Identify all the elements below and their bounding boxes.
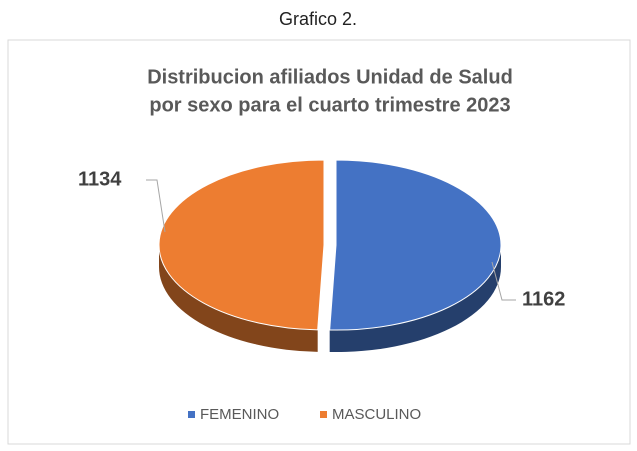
- data-label: 1162: [522, 288, 565, 310]
- slice: [329, 159, 502, 331]
- slice: [158, 159, 325, 331]
- chart-title: por sexo para el cuarto trimestre 2023: [149, 94, 510, 116]
- leader-line: [146, 179, 166, 233]
- slice-side: [159, 244, 318, 352]
- chart-title: Distribucion afiliados Unidad de Salud: [147, 66, 513, 88]
- leader-line: [491, 261, 516, 301]
- legend-swatch: [188, 411, 195, 418]
- caption: Grafico 2.: [279, 9, 357, 29]
- legend-label: MASCULINO: [332, 406, 421, 423]
- data-label: 1134: [78, 168, 122, 190]
- legend-swatch: [320, 411, 327, 418]
- legend-label: FEMENINO: [200, 406, 279, 423]
- slice-side: [329, 245, 501, 353]
